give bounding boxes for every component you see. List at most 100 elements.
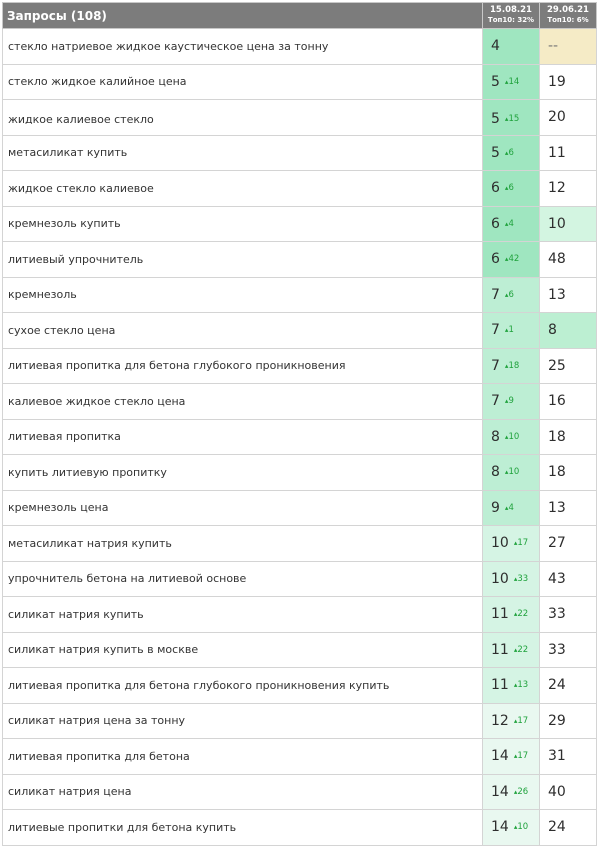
query-text[interactable]: литиевый упрочнитель [2,241,483,278]
position-value: 4 [491,38,500,55]
position-previous: 24 [539,667,597,704]
position-current: 11 ▴22 [482,596,540,633]
position-change: ▴15 [505,114,519,124]
query-text[interactable]: литиевая пропитка для бетона глубокого п… [2,347,483,384]
position-cell-content: 7 ▴1 [491,322,514,338]
position-change-value: 10 [508,467,520,478]
table-row[interactable]: литиевая пропитка для бетона 14 ▴17 31 [2,738,597,775]
table-row[interactable]: кремнезоль купить 6 ▴4 10 [2,205,597,242]
table-row[interactable]: литиевая пропитка 8 ▴10 18 [2,418,597,455]
table-row[interactable]: литиевая пропитка для бетона глубокого п… [2,667,597,704]
query-text[interactable]: купить литиевую пропитку [2,454,483,491]
table-row[interactable]: упрочнитель бетона на литиевой основе 10 ▴… [2,560,597,597]
query-text[interactable]: стекло жидкое калийное цена [2,63,483,100]
table-row[interactable]: стекло жидкое калийное цена 5 ▴14 19 [2,63,597,100]
position-change-value: 17 [517,715,529,726]
query-text[interactable]: силикат натрия цена [2,773,483,810]
table-row[interactable]: силикат натрия цена 14 ▴26 40 [2,773,597,810]
query-text[interactable]: кремнезоль купить [2,205,483,242]
query-text[interactable]: силикат натрия купить в москве [2,631,483,668]
query-text[interactable]: калиевое жидкое стекло цена [2,383,483,420]
position-cell-content: 10 ▴17 [491,535,528,551]
position-value: 5 [491,110,500,124]
position-change-value: 42 [508,254,520,265]
position-value: 6 [491,215,500,232]
position-current: 9 ▴4 [482,489,540,526]
query-text[interactable]: литиевые пропитки для бетона купить [2,809,483,846]
position-current: 5 ▴6 [482,134,540,171]
table-row[interactable]: стекло натриевое жидкое каустическое цен… [2,28,597,65]
table-row[interactable]: кремнезоль цена 9 ▴4 13 [2,489,597,526]
table-row[interactable]: жидкое калиевое стекло 5 ▴15 20 [2,99,597,136]
position-previous: 48 [539,241,597,278]
position-change: ▴14 [505,77,519,87]
position-value: 7 [491,286,500,303]
position-value: 5 [491,144,500,161]
table-row[interactable]: калиевое жидкое стекло цена 7 ▴9 16 [2,383,597,420]
position-current: 6 ▴4 [482,205,540,242]
arrow-up-icon: ▴ [513,610,518,619]
position-value: 10 [491,570,509,587]
table-row[interactable]: сухое стекло цена 7 ▴1 8 [2,312,597,349]
table-row[interactable]: силикат натрия купить 11 ▴22 33 [2,596,597,633]
query-text[interactable]: кремнезоль [2,276,483,313]
query-text[interactable]: литиевая пропитка для бетона глубокого п… [2,667,483,704]
query-text[interactable]: силикат натрия цена за тонну [2,702,483,739]
position-value: 7 [491,322,500,339]
arrow-up-icon: ▴ [504,219,509,228]
query-text[interactable]: стекло натриевое жидкое каустическое цен… [2,28,483,65]
position-change: ▴17 [514,538,528,548]
table-row[interactable]: силикат натрия купить в москве 11 ▴22 33 [2,631,597,668]
table-row[interactable]: купить литиевую пропитку 8 ▴10 18 [2,454,597,491]
arrow-up-icon: ▴ [504,361,509,370]
position-change: ▴22 [514,609,528,619]
table-row[interactable]: метасиликат купить 5 ▴6 11 [2,134,597,171]
arrow-up-icon: ▴ [504,326,509,335]
table-row[interactable]: литиевый упрочнитель 6 ▴42 48 [2,241,597,278]
date-column-header-previous[interactable]: 29.06.21 Топ10: 6% [539,2,597,29]
position-cell-content: 4 [491,38,500,54]
arrow-up-icon: ▴ [504,184,509,193]
position-current: 14 ▴17 [482,738,540,775]
position-previous: 18 [539,418,597,455]
position-previous: 10 [539,205,597,242]
table-row[interactable]: литиевые пропитки для бетона купить 14 ▴10… [2,809,597,846]
position-value: 8 [491,428,500,445]
table-row[interactable]: метасиликат натрия купить 10 ▴17 27 [2,525,597,562]
query-text[interactable]: кремнезоль цена [2,489,483,526]
position-current: 10 ▴17 [482,525,540,562]
date-column-header-current[interactable]: 15.08.21 Топ10: 32% [482,2,540,29]
table-row[interactable]: жидкое стекло калиевое 6 ▴6 12 [2,170,597,207]
table-row[interactable]: литиевая пропитка для бетона глубокого п… [2,347,597,384]
position-value: 6 [491,180,500,197]
arrow-up-icon: ▴ [504,397,509,406]
query-text[interactable]: жидкое калиевое стекло [2,99,483,136]
query-text[interactable]: сухое стекло цена [2,312,483,349]
query-text[interactable]: литиевая пропитка для бетона [2,738,483,775]
position-change: ▴42 [505,254,519,264]
arrow-up-icon: ▴ [513,823,518,832]
table-row[interactable]: кремнезоль 7 ▴6 13 [2,276,597,313]
header-top10-share: Топ10: 32% [487,16,535,24]
query-text[interactable]: жидкое стекло калиевое [2,170,483,207]
query-text[interactable]: литиевая пропитка [2,418,483,455]
query-text[interactable]: силикат натрия купить [2,596,483,633]
table-row[interactable]: силикат натрия цена за тонну 12 ▴17 29 [2,702,597,739]
query-text[interactable]: упрочнитель бетона на литиевой основе [2,560,483,597]
position-change-value: 6 [508,147,514,158]
arrow-up-icon: ▴ [504,148,509,157]
table-header-row: Запросы (108) 15.08.21 Топ10: 32% 29.06.… [2,2,597,29]
position-change-value: 10 [517,822,529,833]
arrow-up-icon: ▴ [504,77,509,86]
position-value: 8 [491,464,500,481]
position-change: ▴4 [505,503,514,513]
query-text[interactable]: метасиликат купить [2,134,483,171]
position-change-value: 4 [508,218,514,229]
position-current: 6 ▴42 [482,241,540,278]
query-text[interactable]: метасиликат натрия купить [2,525,483,562]
queries-column-header[interactable]: Запросы (108) [2,2,483,29]
position-cell-content: 8 ▴10 [491,429,519,445]
position-previous: 13 [539,276,597,313]
position-change-value: 1 [508,325,514,336]
position-cell-content: 8 ▴10 [491,464,519,480]
